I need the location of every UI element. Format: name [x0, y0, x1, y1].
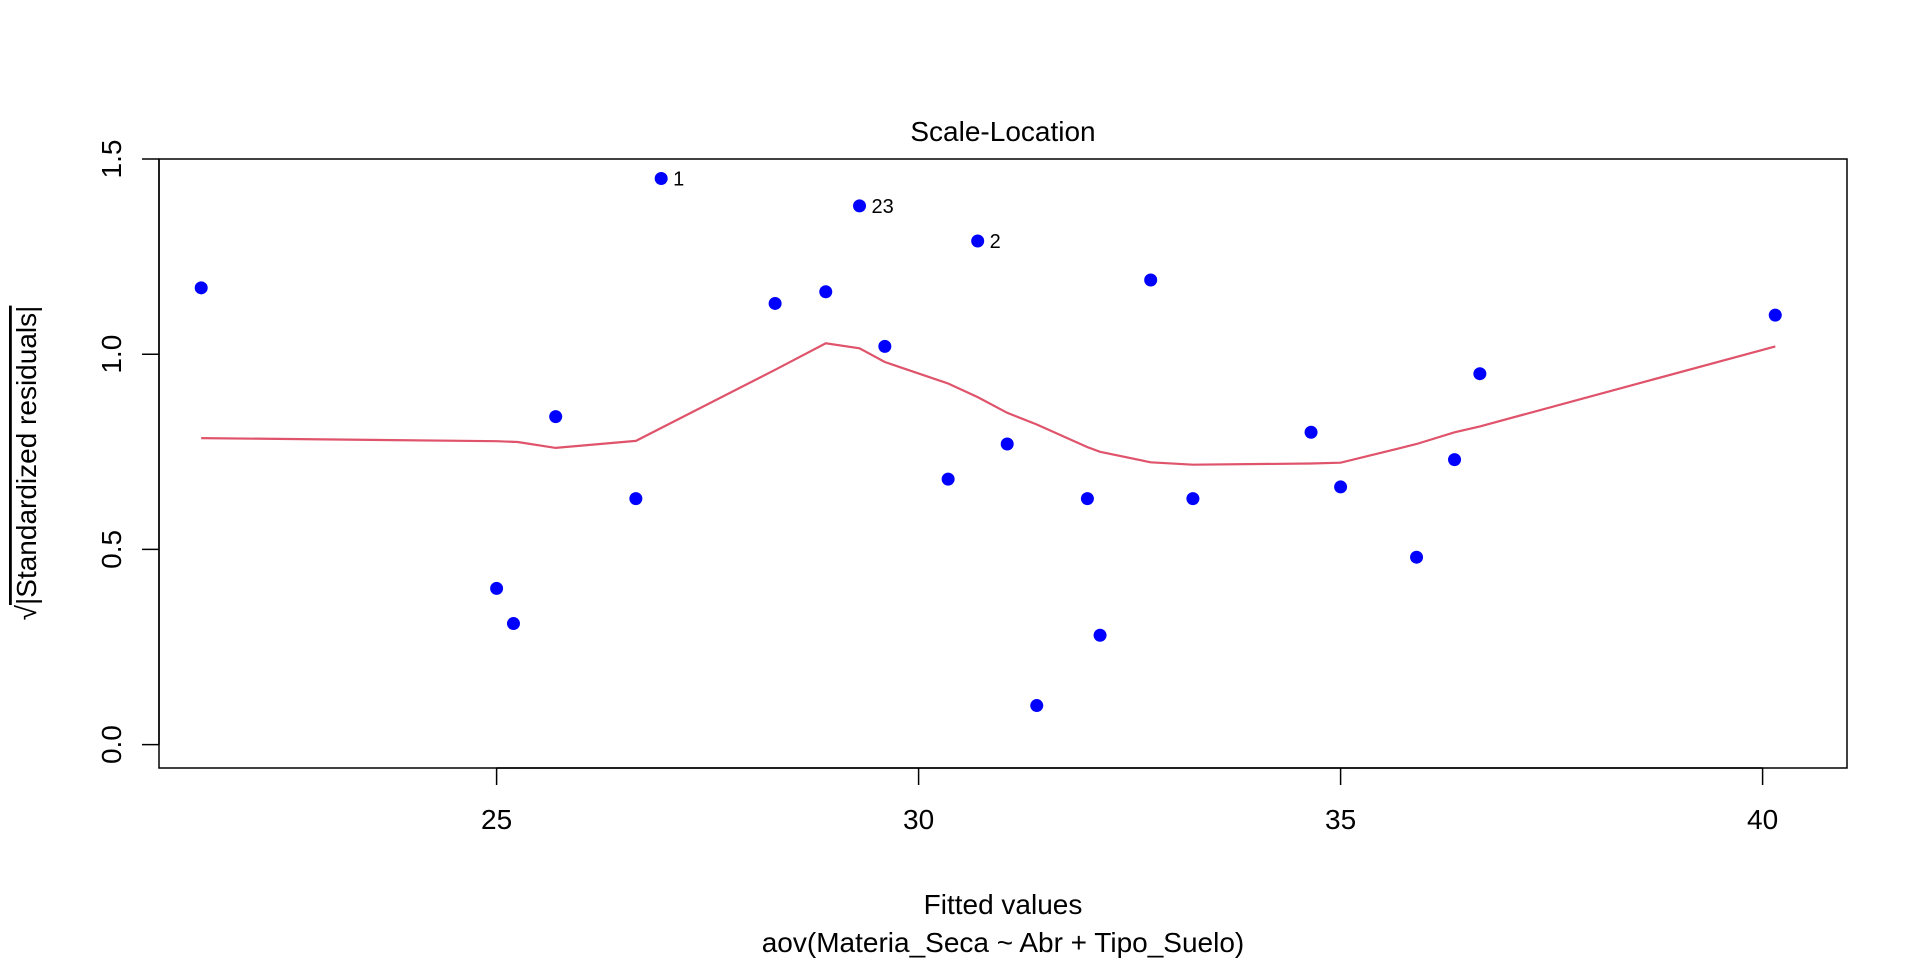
data-point [941, 472, 955, 486]
data-point [1080, 492, 1094, 506]
data-point [1093, 628, 1107, 642]
x-axis-label: Fitted values [924, 889, 1083, 920]
data-point [654, 172, 668, 186]
data-point [1186, 492, 1200, 506]
data-point [1448, 453, 1462, 467]
plot-frame [158, 158, 1848, 769]
data-point [1000, 437, 1014, 451]
point-labels-layer: 1 23 2 [673, 169, 1001, 253]
data-point [549, 410, 563, 424]
y-axis-label-text: |Standardized residuals| [11, 306, 42, 605]
data-point [1473, 367, 1487, 381]
data-point [1334, 480, 1348, 494]
data-point [1768, 308, 1782, 322]
x-axis: 25 30 35 40 [481, 767, 1778, 835]
data-point [194, 281, 208, 295]
y-tick-label: 0.5 [96, 530, 127, 569]
x-tick-label: 30 [903, 804, 934, 835]
smooth-line-layer [201, 342, 1776, 466]
y-axis-label-group: √|Standardized residuals| [11, 306, 42, 621]
data-point [853, 199, 867, 213]
y-axis: 0.0 0.5 1.0 1.5 [96, 140, 160, 764]
y-axis-label: √|Standardized residuals| [11, 306, 42, 621]
point-label: 2 [990, 231, 1001, 253]
data-point [768, 296, 782, 310]
data-point [878, 339, 892, 353]
data-point [1304, 425, 1318, 439]
x-axis-sublabel: aov(Materia_Seca ~ Abr + Tipo_Suelo) [762, 927, 1245, 958]
y-tick-label: 1.5 [96, 140, 127, 179]
y-axis-label-radical: √ [11, 604, 42, 620]
data-point [506, 617, 520, 631]
data-point [971, 234, 985, 248]
data-point [629, 492, 643, 506]
chart-title: Scale-Location [910, 116, 1095, 147]
y-tick-label: 1.0 [96, 335, 127, 374]
data-point [1030, 699, 1044, 713]
data-point [490, 581, 504, 595]
data-point [1144, 273, 1158, 287]
point-label: 1 [673, 169, 684, 191]
x-tick-label: 35 [1325, 804, 1356, 835]
y-tick-label: 0.0 [96, 725, 127, 764]
x-tick-label: 40 [1747, 804, 1778, 835]
points-layer [194, 172, 1782, 713]
smooth-line [201, 342, 1776, 466]
data-point [1410, 550, 1424, 564]
data-point [819, 285, 833, 299]
x-tick-label: 25 [481, 804, 512, 835]
point-label: 23 [872, 196, 894, 218]
